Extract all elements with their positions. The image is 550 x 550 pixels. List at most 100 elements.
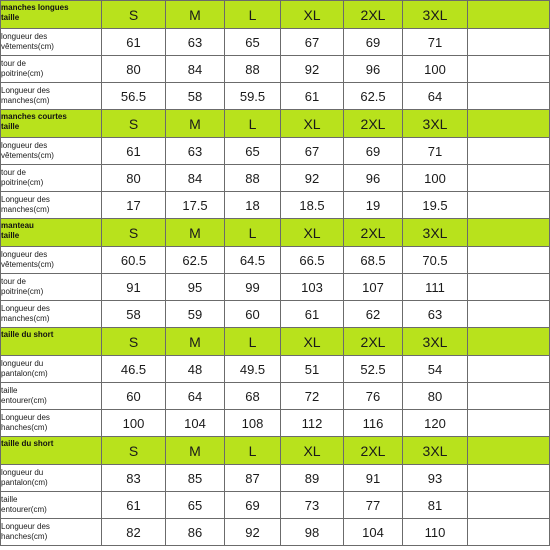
header-blank-cell: [467, 109, 550, 138]
size-header-l: L: [224, 218, 281, 247]
measurement-value: 80: [101, 164, 166, 192]
measurement-value: 65: [224, 137, 281, 165]
measurement-value: 64: [165, 382, 225, 410]
section-title: taille du short: [0, 436, 102, 465]
measurement-label: tour de poitrine(cm): [0, 55, 102, 83]
table-row: tour de poitrine(cm) 80 84 88 92 96 100: [0, 164, 550, 192]
measurement-value: 19.5: [402, 191, 468, 219]
section-header-row: taille du short S M L XL 2XL 3XL: [0, 436, 550, 465]
size-header-xl: XL: [280, 436, 344, 465]
measurement-value: 19: [343, 191, 403, 219]
table-row: Longueur des hanches(cm) 82 86 92 98 104 110: [0, 518, 550, 546]
measurement-value: 86: [165, 518, 225, 546]
table-row: Longueur des manches(cm) 58 59 60 61 62 63: [0, 300, 550, 328]
measurement-label: tour de poitrine(cm): [0, 164, 102, 192]
measurement-value: 58: [101, 300, 166, 328]
measurement-value: 62.5: [343, 82, 403, 110]
size-header-m: M: [165, 436, 225, 465]
measurement-value: 96: [343, 55, 403, 83]
size-header-s: S: [101, 327, 166, 356]
blank-cell: [467, 300, 550, 328]
measurement-value: 70.5: [402, 246, 468, 274]
measurement-value: 84: [165, 164, 225, 192]
section-title: manches longues taille: [0, 0, 102, 29]
measurement-value: 92: [280, 164, 344, 192]
measurement-value: 111: [402, 273, 468, 301]
measurement-label: longueur des vêtements(cm): [0, 246, 102, 274]
measurement-label: longueur des vêtements(cm): [0, 28, 102, 56]
measurement-value: 80: [101, 55, 166, 83]
size-header-m: M: [165, 0, 225, 29]
measurement-value: 91: [101, 273, 166, 301]
section-header-row: manches courtes taille S M L XL 2XL 3XL: [0, 109, 550, 138]
measurement-value: 69: [224, 491, 281, 519]
measurement-value: 92: [280, 55, 344, 83]
measurement-value: 88: [224, 164, 281, 192]
measurement-value: 104: [343, 518, 403, 546]
measurement-value: 17: [101, 191, 166, 219]
measurement-label: taille entourer(cm): [0, 491, 102, 519]
measurement-value: 120: [402, 409, 468, 437]
measurement-value: 98: [280, 518, 344, 546]
measurement-label: longueur du pantalon(cm): [0, 464, 102, 492]
size-header-2xl: 2XL: [343, 218, 403, 247]
measurement-value: 93: [402, 464, 468, 492]
size-header-3xl: 3XL: [402, 436, 468, 465]
blank-cell: [467, 491, 550, 519]
measurement-value: 84: [165, 55, 225, 83]
measurement-value: 68: [224, 382, 281, 410]
size-header-m: M: [165, 218, 225, 247]
measurement-value: 112: [280, 409, 344, 437]
header-blank-cell: [467, 218, 550, 247]
measurement-value: 59.5: [224, 82, 281, 110]
measurement-value: 60.5: [101, 246, 166, 274]
measurement-value: 71: [402, 137, 468, 165]
table-row: longueur du pantalon(cm) 83 85 87 89 91 93: [0, 464, 550, 492]
header-blank-cell: [467, 327, 550, 356]
measurement-value: 62: [343, 300, 403, 328]
blank-cell: [467, 355, 550, 383]
measurement-value: 51: [280, 355, 344, 383]
measurement-value: 62.5: [165, 246, 225, 274]
measurement-value: 61: [101, 137, 166, 165]
measurement-value: 18: [224, 191, 281, 219]
blank-cell: [467, 82, 550, 110]
measurement-value: 61: [280, 82, 344, 110]
measurement-value: 110: [402, 518, 468, 546]
size-header-l: L: [224, 436, 281, 465]
table-row: tour de poitrine(cm) 80 84 88 92 96 100: [0, 55, 550, 83]
measurement-value: 85: [165, 464, 225, 492]
table-row: tour de poitrine(cm) 91 95 99 103 107 111: [0, 273, 550, 301]
blank-cell: [467, 518, 550, 546]
measurement-value: 104: [165, 409, 225, 437]
size-header-l: L: [224, 327, 281, 356]
measurement-value: 87: [224, 464, 281, 492]
blank-cell: [467, 164, 550, 192]
table-row: longueur du pantalon(cm) 46.5 48 49.5 51 52.5…: [0, 355, 550, 383]
size-header-l: L: [224, 0, 281, 29]
measurement-value: 99: [224, 273, 281, 301]
blank-cell: [467, 137, 550, 165]
measurement-value: 83: [101, 464, 166, 492]
measurement-value: 100: [101, 409, 166, 437]
measurement-value: 71: [402, 28, 468, 56]
size-header-xl: XL: [280, 218, 344, 247]
measurement-value: 103: [280, 273, 344, 301]
size-header-2xl: 2XL: [343, 436, 403, 465]
size-header-3xl: 3XL: [402, 218, 468, 247]
measurement-value: 100: [402, 164, 468, 192]
measurement-value: 49.5: [224, 355, 281, 383]
measurement-value: 63: [165, 28, 225, 56]
size-header-xl: XL: [280, 0, 344, 29]
measurement-value: 73: [280, 491, 344, 519]
section-header-row: taille du short S M L XL 2XL 3XL: [0, 327, 550, 356]
measurement-value: 63: [165, 137, 225, 165]
section-header-row: manches longues taille S M L XL 2XL 3XL: [0, 0, 550, 29]
measurement-value: 100: [402, 55, 468, 83]
table-row: longueur des vêtements(cm) 61 63 65 67 69 71: [0, 137, 550, 165]
size-header-s: S: [101, 436, 166, 465]
measurement-value: 80: [402, 382, 468, 410]
blank-cell: [467, 28, 550, 56]
measurement-label: Longueur des hanches(cm): [0, 409, 102, 437]
